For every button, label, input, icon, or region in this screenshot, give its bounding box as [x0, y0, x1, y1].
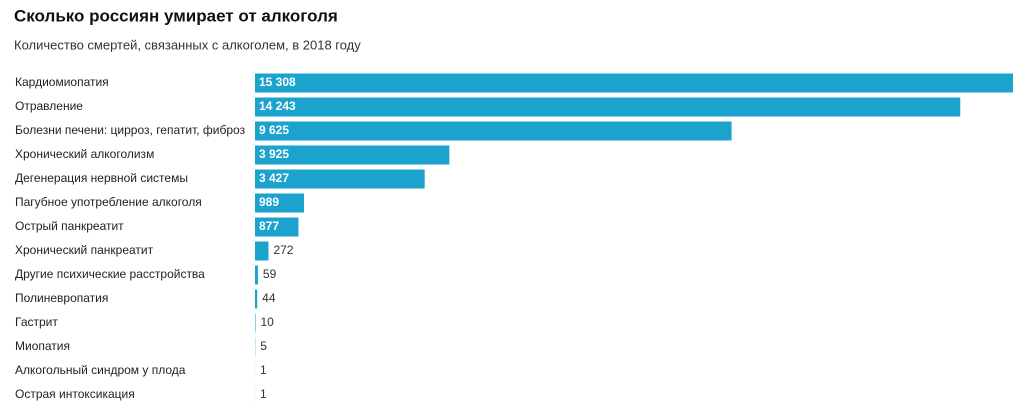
- category-label: Пагубное употребление алкоголя: [15, 195, 202, 209]
- bar: [255, 74, 1013, 93]
- bar: [255, 242, 268, 261]
- bar: [255, 98, 960, 117]
- bar: [255, 266, 258, 285]
- value-label: 3 925: [259, 147, 289, 161]
- category-label: Болезни печени: цирроз, гепатит, фиброз: [15, 123, 246, 137]
- value-label: 877: [259, 219, 279, 233]
- bar: [255, 290, 257, 309]
- category-label: Острый панкреатит: [15, 219, 124, 233]
- category-label: Хронический алкоголизм: [15, 147, 154, 161]
- bar: [255, 122, 732, 141]
- value-label: 15 308: [259, 75, 296, 89]
- chart-title: Сколько россиян умирает от алкоголя: [14, 6, 338, 25]
- category-label: Дегенерация нервной системы: [15, 171, 188, 185]
- value-label: 3 427: [259, 171, 289, 185]
- value-label: 1: [260, 363, 267, 377]
- value-label: 989: [259, 195, 279, 209]
- category-label: Алкогольный синдром у плода: [15, 363, 186, 377]
- category-label: Хронический панкреатит: [15, 243, 154, 257]
- value-label: 59: [263, 267, 277, 281]
- category-label: Кардиомиопатия: [15, 75, 109, 89]
- category-label: Другие психические расстройства: [15, 267, 205, 281]
- value-label: 14 243: [259, 99, 296, 113]
- value-label: 272: [273, 243, 293, 257]
- value-label: 9 625: [259, 123, 289, 137]
- category-label: Острая интоксикация: [15, 387, 135, 401]
- chart-subtitle: Количество смертей, связанных с алкоголе…: [14, 37, 361, 52]
- category-label: Отравление: [15, 99, 83, 113]
- category-label: Гастрит: [15, 315, 58, 329]
- value-label: 10: [260, 315, 274, 329]
- category-label: Полиневропатия: [15, 291, 108, 305]
- value-label: 1: [260, 387, 267, 401]
- value-label: 44: [262, 291, 276, 305]
- value-label: 5: [260, 339, 267, 353]
- category-label: Миопатия: [15, 339, 70, 353]
